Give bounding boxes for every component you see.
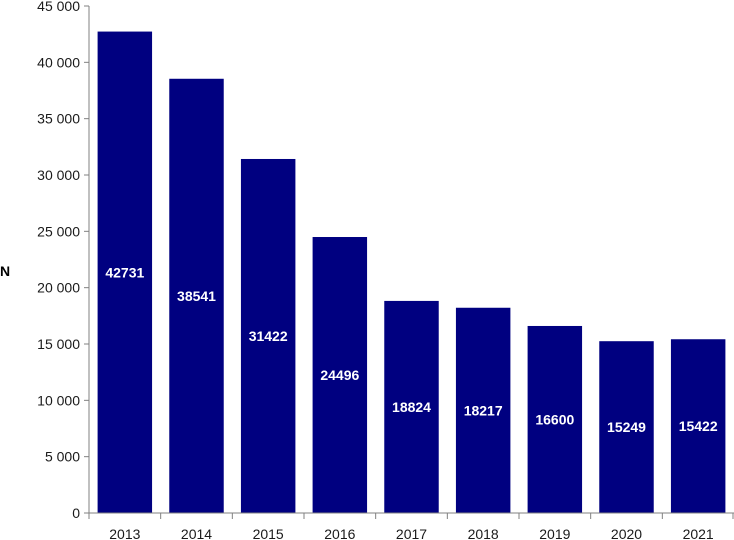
bar-2015 <box>240 158 296 513</box>
x-tick-label: 2013 <box>109 526 140 540</box>
y-tick-label: 45 000 <box>37 0 80 14</box>
bar-2014 <box>169 78 224 514</box>
y-tick-label: 30 000 <box>37 167 80 183</box>
bar-value-label: 24496 <box>320 367 359 383</box>
bar-2020 <box>599 341 654 513</box>
bar-value-label: 38541 <box>177 288 216 304</box>
x-tick-label: 2020 <box>611 526 642 540</box>
x-tick-label: 2017 <box>396 526 427 540</box>
y-tick-label: 20 000 <box>37 280 80 296</box>
x-tick-label: 2019 <box>539 526 570 540</box>
x-axis: 2013 2014 2015 2016 2017 2018 2019 2020 2021 <box>88 512 734 540</box>
bar-2018 <box>455 307 511 513</box>
bar-2019 <box>527 325 583 513</box>
bar-2016 <box>312 237 368 514</box>
y-tick-label: 15 000 <box>37 336 80 352</box>
bar-value-label: 15422 <box>679 418 718 434</box>
bar-value-label: 18217 <box>464 402 503 418</box>
y-tick-label: 0 <box>72 505 80 521</box>
bars-group: 42731 38541 31422 24496 18824 18217 16600 15249… <box>97 31 726 514</box>
y-tick-label: 10 000 <box>37 392 80 408</box>
x-tick-label: 2016 <box>324 526 355 540</box>
bar-value-label: 18824 <box>392 399 431 415</box>
x-tick-label: 2015 <box>253 526 284 540</box>
bar-2013 <box>97 31 153 514</box>
y-tick-label: 5 000 <box>45 449 80 465</box>
y-axis: 0 5 000 10 000 15 000 20 000 25 000 30 000 35 0… <box>37 0 90 521</box>
x-tick-label: 2018 <box>468 526 499 540</box>
bar-value-label: 42731 <box>105 264 144 280</box>
bar-value-label: 15249 <box>607 419 646 435</box>
bar-2017 <box>384 300 439 513</box>
y-tick-label: 40 000 <box>37 54 80 70</box>
y-axis-label: N <box>0 263 10 279</box>
x-tick-label: 2021 <box>683 526 714 540</box>
bar-value-label: 16600 <box>535 411 574 427</box>
bar-2021 <box>670 339 726 513</box>
y-tick-label: 25 000 <box>37 223 80 239</box>
x-tick-label: 2014 <box>181 526 212 540</box>
bar-value-label: 31422 <box>249 328 288 344</box>
y-tick-label: 35 000 <box>37 111 80 127</box>
